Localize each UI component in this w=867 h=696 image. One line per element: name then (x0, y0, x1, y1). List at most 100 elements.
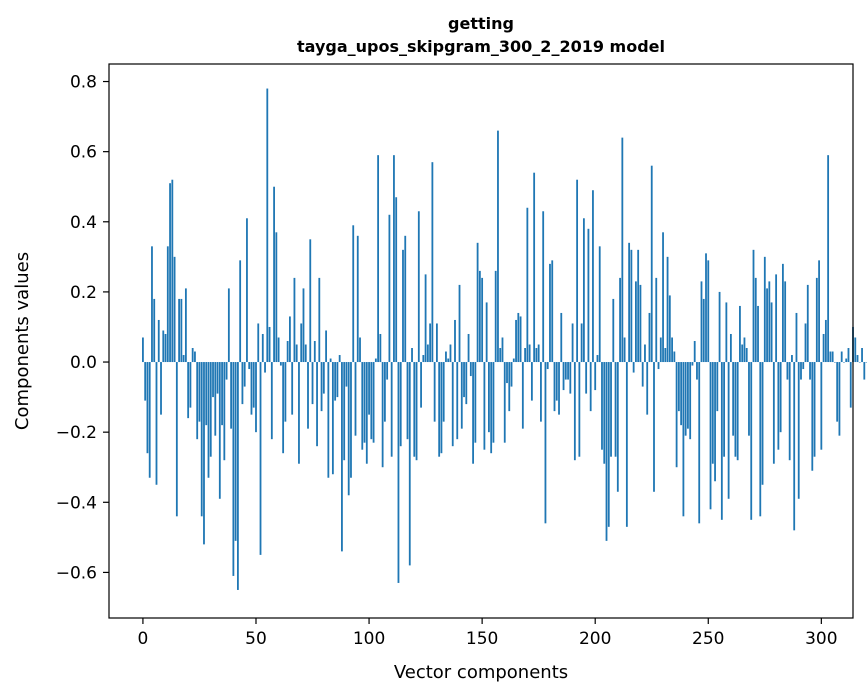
y-tick-label: −0.6 (56, 563, 97, 583)
bar-269 (750, 362, 753, 520)
bar-225 (650, 165, 653, 363)
bar-192 (576, 179, 579, 363)
bar-58 (273, 186, 275, 363)
bar-177 (542, 211, 545, 363)
bar-219 (637, 249, 640, 363)
bar-40 (232, 362, 235, 576)
bar-113 (397, 362, 400, 583)
bar-119 (411, 348, 413, 363)
bar-11 (166, 246, 169, 363)
bar-64 (286, 341, 289, 363)
bar-159 (501, 337, 504, 363)
bar-37 (225, 362, 228, 380)
bar-274 (761, 362, 764, 485)
bar-1 (144, 362, 147, 401)
bar-230 (662, 232, 664, 363)
bar-200 (594, 362, 597, 391)
bar-224 (648, 312, 651, 363)
bar-133 (442, 362, 445, 422)
bars-group (142, 88, 867, 590)
x-tick-label: 250 (692, 629, 724, 649)
bar-65 (289, 316, 291, 363)
bar-197 (587, 228, 590, 363)
bar-257 (723, 362, 726, 457)
bar-312 (847, 348, 850, 363)
bar-310 (843, 362, 845, 363)
x-tick-label: 200 (579, 629, 611, 649)
bar-152 (485, 302, 488, 363)
bar-208 (612, 298, 615, 363)
bar-234 (671, 337, 673, 363)
bar-262 (734, 362, 737, 457)
bar-73 (307, 362, 309, 429)
bar-229 (659, 337, 662, 363)
bar-246 (698, 362, 701, 524)
bar-136 (449, 344, 452, 363)
bar-44 (241, 362, 244, 405)
bar-308 (838, 362, 841, 436)
bar-299 (818, 260, 820, 363)
bar-173 (533, 172, 536, 363)
bar-259 (727, 362, 730, 499)
bar-88 (341, 362, 343, 552)
bar-94 (354, 362, 357, 436)
bar-207 (610, 362, 612, 457)
bar-268 (748, 362, 750, 436)
bar-270 (752, 249, 755, 363)
bar-98 (363, 362, 366, 443)
bar-84 (331, 362, 334, 475)
bar-227 (655, 277, 658, 363)
bar-6 (155, 362, 158, 485)
bar-158 (499, 348, 502, 363)
bar-53 (261, 333, 264, 363)
bar-235 (673, 351, 676, 363)
bar-212 (621, 137, 624, 363)
bar-211 (619, 277, 621, 363)
bar-0 (142, 337, 144, 363)
bar-86 (336, 362, 339, 398)
x-tick-label: 100 (353, 629, 385, 649)
bar-215 (628, 242, 631, 363)
bar-204 (603, 362, 606, 464)
bar-29 (207, 362, 210, 478)
bar-285 (786, 362, 789, 380)
bar-172 (530, 362, 533, 401)
bar-89 (343, 362, 346, 461)
x-tick-label: 150 (466, 629, 498, 649)
x-tick-label: 0 (138, 629, 149, 649)
bar-106 (381, 362, 384, 468)
bar-7 (157, 319, 160, 363)
bar-18 (182, 355, 185, 363)
bar-194 (580, 323, 583, 363)
bar-16 (178, 298, 181, 363)
bar-121 (415, 362, 418, 461)
bar-74 (309, 239, 312, 363)
bar-240 (684, 362, 687, 436)
bar-292 (802, 362, 805, 370)
bar-132 (440, 362, 443, 454)
bar-157 (497, 130, 499, 363)
bar-27 (203, 362, 205, 545)
bar-171 (528, 344, 531, 363)
bar-92 (350, 362, 352, 478)
bar-124 (422, 355, 425, 363)
bar-248 (702, 298, 705, 363)
bar-228 (657, 362, 660, 370)
bar-57 (270, 362, 273, 440)
bar-129 (433, 362, 436, 422)
bar-232 (666, 256, 669, 363)
bar-101 (370, 362, 373, 440)
bar-63 (284, 362, 287, 422)
bar-286 (788, 362, 791, 461)
bar-203 (601, 362, 603, 450)
bar-45 (243, 362, 246, 387)
bar-42 (236, 362, 239, 590)
bar-35 (221, 362, 223, 426)
bar-301 (822, 333, 825, 363)
bar-188 (567, 362, 569, 380)
bar-291 (800, 362, 802, 380)
bar-83 (329, 358, 332, 363)
bar-120 (413, 362, 416, 457)
bar-54 (264, 362, 266, 373)
bar-266 (743, 337, 746, 363)
